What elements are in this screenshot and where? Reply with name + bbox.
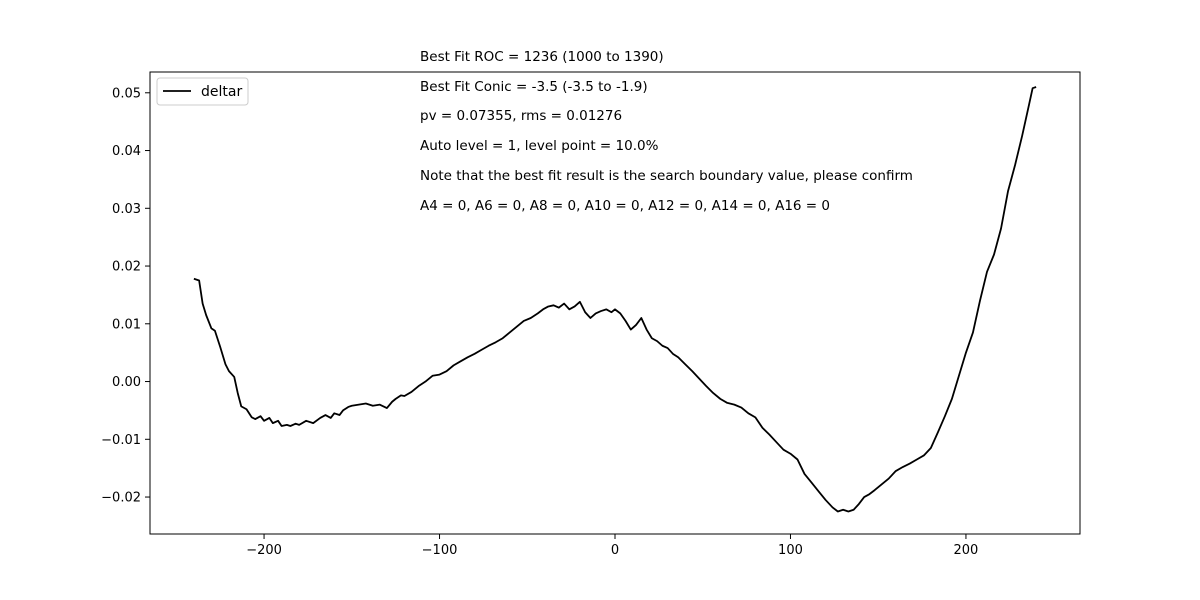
y-tick-label: 0.03 bbox=[112, 202, 141, 217]
y-tick-label: 0.00 bbox=[112, 375, 141, 390]
annotation-conic: Best Fit Conic = -3.5 (-3.5 to -1.9) bbox=[420, 79, 648, 95]
y-axis: −0.02 −0.01 0.00 0.01 0.02 0.03 0.04 0.05 bbox=[101, 86, 150, 506]
x-tick-label: 200 bbox=[954, 543, 979, 558]
legend: deltar bbox=[156, 77, 249, 106]
x-tick-label: −100 bbox=[422, 543, 458, 558]
x-tick-label: −200 bbox=[246, 543, 282, 558]
deltar-series-line bbox=[193, 86, 1037, 513]
annotation-roc: Best Fit ROC = 1236 (1000 to 1390) bbox=[420, 49, 664, 65]
y-tick-label: 0.04 bbox=[112, 144, 141, 159]
x-tick-label: 100 bbox=[778, 543, 803, 558]
y-tick-label: 0.02 bbox=[112, 260, 141, 275]
x-tick-label: 0 bbox=[611, 543, 619, 558]
y-tick-label: 0.01 bbox=[112, 317, 141, 332]
legend-box bbox=[156, 77, 249, 106]
y-tick-label: −0.02 bbox=[101, 491, 141, 506]
x-axis: −200 −100 0 100 200 bbox=[246, 534, 978, 558]
annotation-aspheric-coefficients: A4 = 0, A6 = 0, A8 = 0, A10 = 0, A12 = 0… bbox=[420, 198, 830, 214]
annotation-pv-rms: pv = 0.07355, rms = 0.01276 bbox=[420, 108, 622, 124]
legend-label-deltar: deltar bbox=[201, 84, 242, 100]
annotation-auto-level: Auto level = 1, level point = 10.0% bbox=[420, 138, 659, 154]
fit-annotations: Best Fit ROC = 1236 (1000 to 1390) Best … bbox=[420, 49, 913, 214]
y-tick-label: 0.05 bbox=[112, 86, 141, 101]
y-tick-label: −0.01 bbox=[101, 433, 141, 448]
annotation-boundary-note: Note that the best fit result is the sea… bbox=[420, 168, 913, 184]
